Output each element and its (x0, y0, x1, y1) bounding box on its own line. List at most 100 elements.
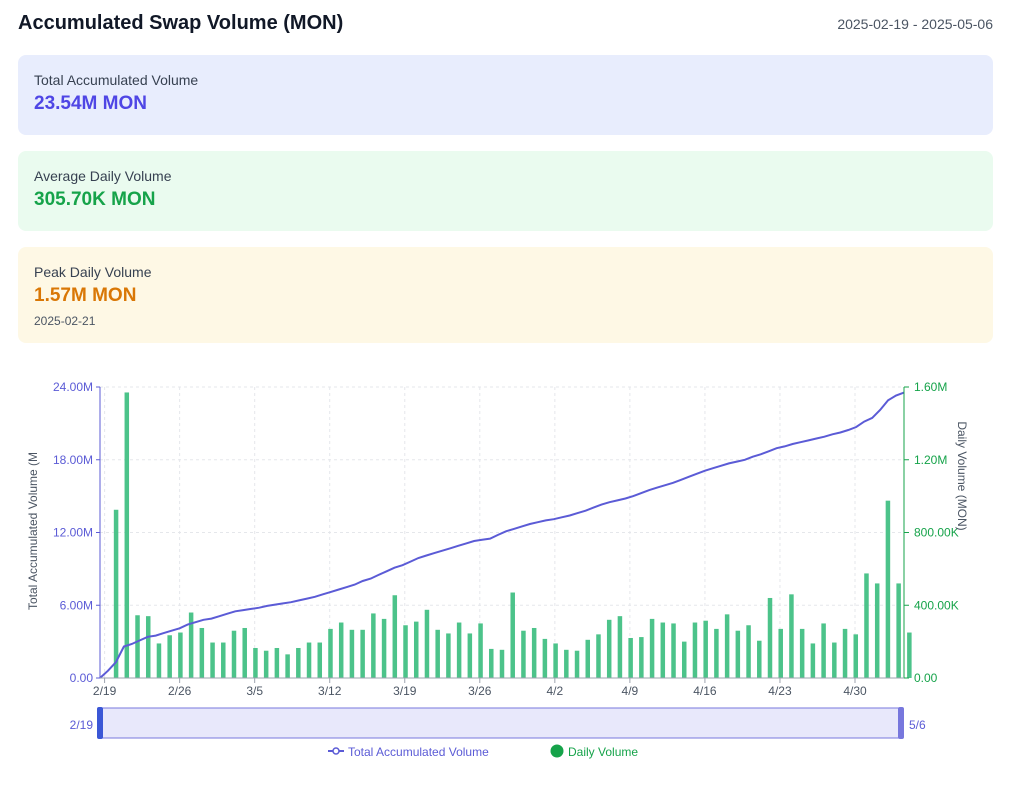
x-tick-label: 2/19 (93, 684, 117, 698)
daily-volume-bar (392, 595, 398, 678)
daily-volume-bar (274, 647, 280, 678)
right-tick-label: 400.00K (914, 598, 959, 612)
daily-volume-bar (403, 625, 408, 678)
right-tick-label: 1.20M (914, 453, 947, 467)
daily-volume-bar (521, 630, 526, 678)
x-tick-label: 4/30 (843, 684, 867, 698)
daily-volume-bar (639, 637, 644, 678)
daily-volume-bar (832, 642, 837, 678)
x-tick-label: 3/19 (393, 684, 417, 698)
slider-start-label: 2/19 (70, 718, 94, 732)
daily-volume-bar (349, 629, 355, 678)
daily-volume-bar (896, 583, 901, 678)
left-tick-label: 0.00 (70, 671, 94, 685)
average-volume-card: Average Daily Volume 305.70K MON (18, 151, 993, 231)
daily-volume-bar (746, 625, 751, 678)
legend-item-accumulated[interactable]: Total Accumulated Volume (328, 745, 489, 759)
daily-volume-bar (435, 629, 440, 678)
date-range: 2025-02-19 - 2025-05-06 (837, 16, 993, 32)
daily-volume-bar (874, 583, 880, 678)
daily-volume-bar (714, 628, 719, 678)
total-volume-value: 23.54M MON (34, 93, 147, 114)
daily-volume-bar (124, 392, 130, 678)
chart-grid (100, 386, 904, 679)
legend-line-marker-icon (332, 747, 340, 755)
average-volume-label: Average Daily Volume (34, 168, 172, 184)
left-tick-label: 12.00M (53, 526, 93, 540)
daily-volume-bar (542, 638, 548, 678)
daily-volume-bar (810, 643, 816, 678)
daily-volume-bar (842, 628, 848, 678)
daily-volume-bar (499, 649, 505, 678)
right-tick-label: 1.60M (914, 380, 947, 394)
daily-volume-bar (199, 627, 205, 678)
slider-track[interactable] (99, 707, 903, 739)
daily-volume-bar (478, 623, 483, 678)
x-tick-label: 3/5 (246, 684, 263, 698)
header: Accumulated Swap Volume (MON) 2025-02-19… (18, 12, 993, 42)
daily-volume-bar (381, 618, 387, 678)
daily-volume-bar (660, 622, 666, 678)
chart-axes: 0.00 6.00M 12.00M 18.00M 24.00M 0.00 400.00K 80… (53, 380, 959, 698)
left-axis-title: Total Accumulated Volume (M (26, 452, 40, 610)
daily-volume-bar (907, 632, 912, 678)
left-tick-label: 18.00M (53, 453, 93, 467)
left-tick-label: 24.00M (53, 380, 93, 394)
slider-start-handle[interactable] (97, 707, 103, 739)
slider-end-handle[interactable] (898, 707, 904, 739)
daily-volume-bar (467, 633, 473, 678)
daily-volume-bar (371, 613, 376, 678)
daily-volume-bar (853, 634, 859, 678)
right-tick-label: 0.00 (914, 671, 938, 685)
daily-volume-bar (767, 597, 773, 678)
daily-volume-bar (285, 654, 290, 678)
daily-volume-bar (489, 648, 494, 678)
daily-volume-bar (789, 594, 794, 678)
daily-volume-bar (585, 639, 591, 678)
daily-volume-bar (649, 618, 655, 678)
accumulated-volume-line (99, 391, 905, 679)
daily-volume-bar (328, 628, 333, 678)
daily-volume-bar (757, 640, 762, 678)
average-volume-value: 305.70K MON (34, 189, 156, 210)
daily-volume-bar (253, 647, 258, 678)
total-volume-label: Total Accumulated Volume (34, 72, 199, 88)
daily-volume-bar (564, 649, 569, 678)
daily-volume-bar (778, 628, 783, 678)
daily-volume-bar (188, 612, 194, 678)
x-tick-label: 3/26 (468, 684, 492, 698)
daily-volume-bar (821, 623, 826, 678)
daily-volume-bar (263, 650, 269, 678)
daily-volume-bar (510, 592, 515, 678)
zoom-slider[interactable]: 2/19 5/6 (70, 707, 926, 739)
daily-volume-bar (596, 634, 601, 678)
daily-volume-bar (242, 627, 247, 678)
daily-volume-bar (799, 628, 805, 678)
daily-volume-bar (735, 630, 741, 678)
daily-volume-bar (606, 619, 612, 678)
legend-item-daily[interactable]: Daily Volume (550, 744, 639, 760)
daily-volume-bar (231, 630, 237, 678)
daily-volume-bar (671, 623, 676, 678)
slider-end-label: 5/6 (909, 718, 926, 732)
daily-volume-bars (113, 392, 912, 678)
left-tick-label: 6.00M (60, 598, 93, 612)
peak-volume-value: 1.57M MON (34, 285, 137, 306)
daily-volume-bar (456, 622, 462, 678)
daily-volume-bar (338, 622, 344, 678)
peak-volume-card: Peak Daily Volume 1.57M MON 2025-02-21 (18, 247, 993, 343)
x-tick-label: 4/23 (768, 684, 792, 698)
x-tick-label: 2/26 (168, 684, 192, 698)
x-tick-label: 4/2 (546, 684, 563, 698)
daily-volume-bar (413, 621, 419, 678)
daily-volume-bar (210, 642, 215, 678)
x-tick-label: 4/16 (693, 684, 717, 698)
daily-volume-bar (628, 637, 633, 678)
daily-volume-bar (531, 627, 537, 678)
right-tick-label: 800.00K (914, 526, 959, 540)
legend-daily-label: Daily Volume (568, 745, 638, 759)
daily-volume-bar (221, 642, 226, 678)
daily-volume-bar (617, 616, 623, 678)
daily-volume-bar (156, 643, 162, 678)
right-axis-title: Daily Volume (MON) (955, 421, 969, 530)
